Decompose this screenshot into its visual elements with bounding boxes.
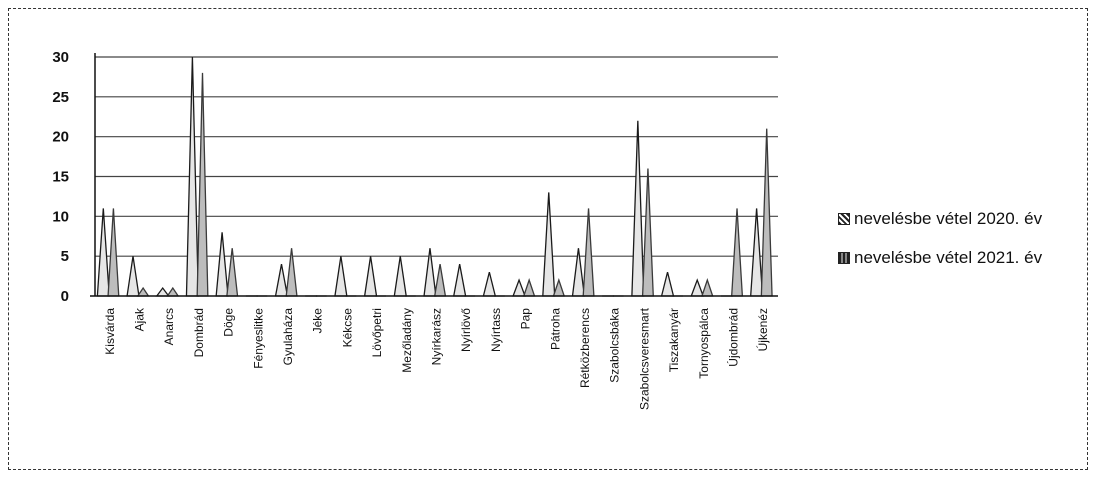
x-tick-label: Döge [222,308,236,337]
y-tick-label: 20 [52,129,69,146]
x-axis-ticks: Kisvárda Ajak Anarcs Dombrád Döge Fényeslitke… [103,307,770,410]
series-1-peak [126,256,140,297]
series-1-peak [274,264,289,297]
series-2-peak [196,72,209,297]
y-tick-label: 10 [52,208,69,225]
x-tick-label: Ajak [133,307,147,331]
legend: nevelésbe vétel 2020. év nevelésbe vétel… [838,208,1042,286]
series-2-peak [226,248,239,297]
legend-swatch-2020 [838,213,850,225]
y-tick-label: 0 [61,288,69,305]
x-tick-label: Szabolcsveresmart [637,307,651,410]
series-1-peak [512,278,526,297]
legend-label-2021: nevelésbe vétel 2021. év [854,248,1043,267]
x-tick-label: Jéke [311,308,325,334]
x-tick-label: Nyírlövő [459,308,473,352]
x-tick-label: Pátroha [548,308,562,350]
series-2-peak [552,278,566,297]
series-2-peak [107,208,120,297]
y-axis-ticks: 0 5 10 15 20 25 30 [52,49,69,305]
series-2-peak [730,208,744,297]
y-tick-label: 5 [61,248,69,265]
series-2 [107,72,773,297]
series-1 [96,56,764,297]
x-tick-label: Gyulaháza [281,308,295,366]
x-tick-label: Pap [519,308,533,330]
series-2-peak [285,248,298,297]
series-1-peak [749,208,764,297]
y-tick-label: 15 [52,169,69,186]
legend-item-2021: nevelésbe vétel 2021. év [838,247,1042,269]
series-1-peak [334,256,348,297]
x-tick-label: Nyírkarász [430,308,444,365]
x-tick-label: Rétközberencs [578,308,592,388]
x-tick-label: Újkenéz [755,308,770,351]
series-1-peak [690,278,705,297]
series-1-peak [660,271,675,297]
x-tick-label: Tiszakanyár [667,308,681,372]
series-2-peak [760,128,773,297]
series-2-peak [582,208,595,297]
x-tick-label: Kisvárda [103,308,117,355]
x-tick-label: Anarcs [162,308,176,345]
x-tick-label: Szabolcsbáka [608,308,622,383]
legend-item-2020: nevelésbe vétel 2020. év [838,208,1042,230]
series-2-peak [166,286,180,297]
x-tick-label: Tornyospálca [697,308,711,379]
legend-swatch-2021 [838,252,850,264]
x-tick-label: Újdombrád [725,308,740,367]
series-1-peak [452,264,467,297]
series-1-peak [155,286,170,297]
series-2-peak [641,168,654,297]
x-tick-label: Dombrád [192,308,206,357]
series-1-peak [393,256,407,297]
series-1-peak [423,248,437,297]
x-tick-label: Fényeslitke [251,308,265,369]
chart-frame [8,8,1088,470]
gridlines [95,56,778,257]
series-1-peak [363,256,378,297]
series-2-peak [701,278,714,297]
legend-label-2020: nevelésbe vétel 2020. év [854,209,1043,228]
series-1-peak [631,120,645,297]
axes [90,53,778,297]
x-tick-label: Lövőpetri [370,308,384,357]
x-tick-label: Kékcse [340,308,354,348]
y-tick-label: 25 [52,89,69,106]
y-tick-label: 30 [52,49,69,66]
series-1-peak [96,208,110,297]
series-1-peak [482,271,497,297]
series-2-peak [522,278,536,297]
series-1-peak [215,232,229,297]
series-2-peak [433,264,447,297]
series-1-peak [571,248,586,297]
x-tick-label: Mezőladány [400,308,414,373]
x-tick-label: Nyírtass [489,308,503,352]
series-1-peak [542,192,556,297]
series-2-peak [136,286,150,297]
